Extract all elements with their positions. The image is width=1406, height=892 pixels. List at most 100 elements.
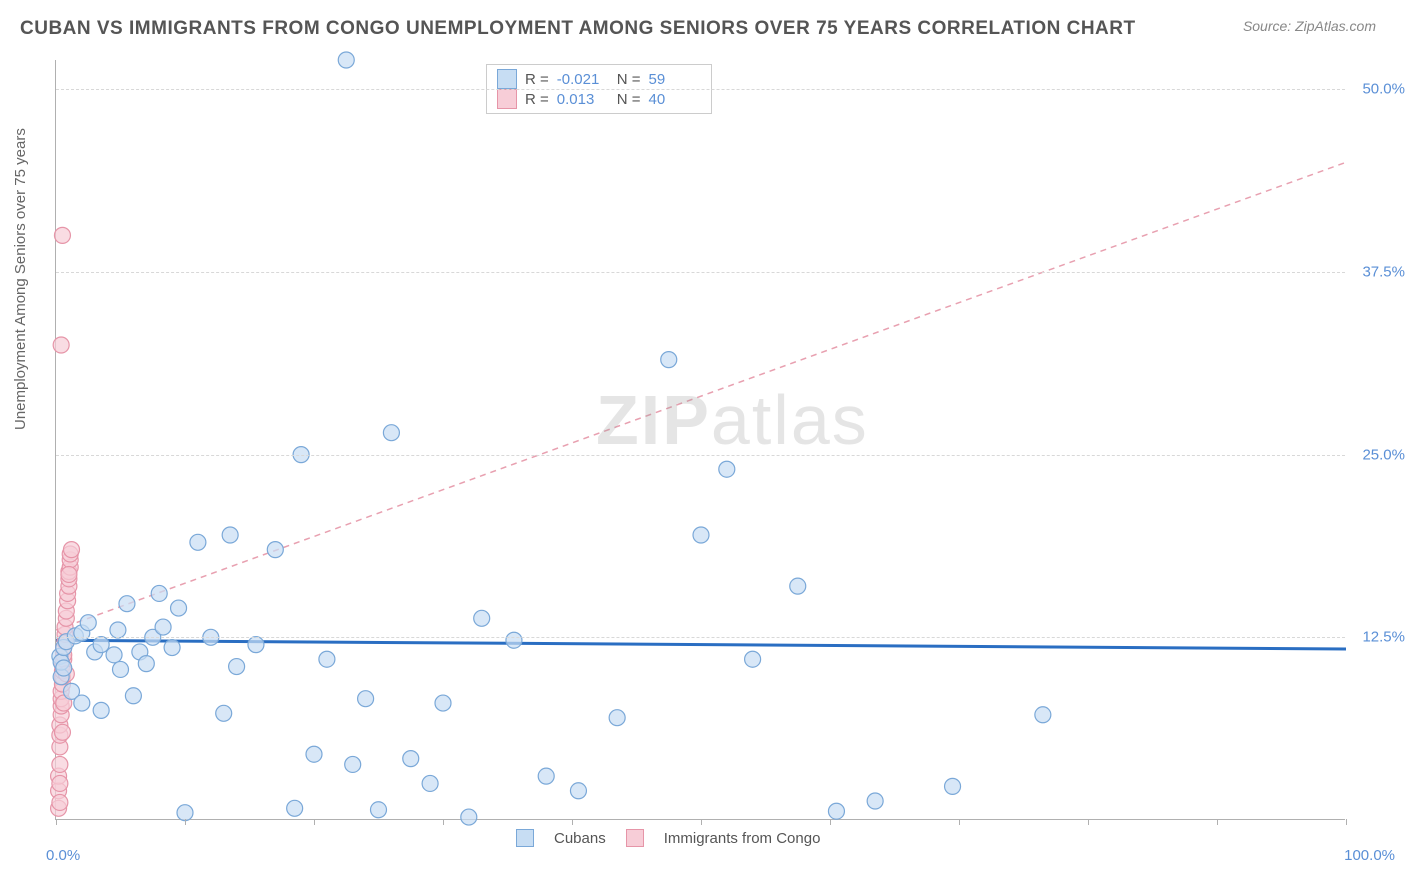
r-value-congo: 0.013: [557, 91, 609, 108]
x-tick: [314, 819, 315, 825]
y-axis-label: Unemployment Among Seniors over 75 years: [12, 128, 29, 430]
data-point: [119, 596, 135, 612]
data-point: [229, 659, 245, 675]
data-point: [171, 600, 187, 616]
data-point: [52, 756, 68, 772]
data-point: [345, 756, 361, 772]
x-axis-start: 0.0%: [46, 847, 80, 864]
grid-line: [56, 272, 1345, 273]
swatch-congo: [497, 89, 517, 109]
data-point: [53, 337, 69, 353]
correlation-row-congo: R = 0.013 N = 40: [497, 89, 701, 109]
swatch-cubans: [497, 69, 517, 89]
trend-line: [56, 162, 1346, 630]
y-tick-label: 37.5%: [1362, 263, 1405, 280]
data-point: [52, 794, 68, 810]
x-tick: [830, 819, 831, 825]
legend-swatch-congo: [626, 829, 644, 847]
data-point: [155, 619, 171, 635]
data-point: [113, 661, 129, 677]
r-label: R =: [525, 71, 549, 88]
data-point: [1035, 707, 1051, 723]
data-point: [80, 615, 96, 631]
r-label-2: R =: [525, 91, 549, 108]
series-legend: Cubans Immigrants from Congo: [516, 829, 820, 847]
data-point: [110, 622, 126, 638]
scatter-svg: [56, 60, 1345, 819]
grid-line: [56, 455, 1345, 456]
data-point: [609, 710, 625, 726]
chart-header: CUBAN VS IMMIGRANTS FROM CONGO UNEMPLOYM…: [0, 0, 1406, 50]
chart-plot-area: ZIPatlas R = -0.021 N = 59 R = 0.013 N =…: [55, 60, 1345, 820]
data-point: [56, 660, 72, 676]
grid-line: [56, 89, 1345, 90]
y-tick-label: 50.0%: [1362, 81, 1405, 98]
data-point: [222, 527, 238, 543]
data-point: [570, 783, 586, 799]
x-tick: [701, 819, 702, 825]
data-point: [125, 688, 141, 704]
data-point: [338, 52, 354, 68]
y-tick-label: 25.0%: [1362, 446, 1405, 463]
legend-swatch-cubans: [516, 829, 534, 847]
data-point: [506, 632, 522, 648]
data-point: [190, 534, 206, 550]
data-point: [267, 542, 283, 558]
data-point: [422, 775, 438, 791]
y-tick-label: 12.5%: [1362, 629, 1405, 646]
x-tick: [1217, 819, 1218, 825]
chart-title: CUBAN VS IMMIGRANTS FROM CONGO UNEMPLOYM…: [20, 18, 1136, 40]
data-point: [138, 656, 154, 672]
data-point: [828, 803, 844, 819]
data-point: [287, 800, 303, 816]
correlation-row-cubans: R = -0.021 N = 59: [497, 69, 701, 89]
n-value-congo: 40: [649, 91, 701, 108]
grid-line: [56, 637, 1345, 638]
data-point: [52, 775, 68, 791]
data-point: [93, 702, 109, 718]
data-point: [54, 227, 70, 243]
data-point: [93, 637, 109, 653]
x-tick: [1088, 819, 1089, 825]
n-label: N =: [617, 71, 641, 88]
data-point: [661, 352, 677, 368]
legend-label-cubans: Cubans: [554, 830, 606, 847]
x-tick: [56, 819, 57, 825]
data-point: [319, 651, 335, 667]
data-point: [54, 724, 70, 740]
data-point: [248, 637, 264, 653]
data-point: [945, 778, 961, 794]
data-point: [164, 640, 180, 656]
x-tick: [959, 819, 960, 825]
data-point: [216, 705, 232, 721]
x-axis-end: 100.0%: [1344, 847, 1395, 864]
n-label-2: N =: [617, 91, 641, 108]
n-value-cubans: 59: [649, 71, 701, 88]
x-tick: [1346, 819, 1347, 825]
data-point: [538, 768, 554, 784]
data-point: [151, 585, 167, 601]
data-point: [745, 651, 761, 667]
data-point: [719, 461, 735, 477]
data-point: [63, 542, 79, 558]
data-point: [435, 695, 451, 711]
data-point: [358, 691, 374, 707]
x-tick: [443, 819, 444, 825]
x-tick: [185, 819, 186, 825]
data-point: [383, 425, 399, 441]
data-point: [306, 746, 322, 762]
source-attribution: Source: ZipAtlas.com: [1243, 18, 1376, 34]
legend-label-congo: Immigrants from Congo: [664, 830, 821, 847]
data-point: [371, 802, 387, 818]
data-point: [61, 566, 77, 582]
data-point: [867, 793, 883, 809]
data-point: [474, 610, 490, 626]
r-value-cubans: -0.021: [557, 71, 609, 88]
data-point: [403, 751, 419, 767]
data-point: [74, 695, 90, 711]
data-point: [693, 527, 709, 543]
data-point: [461, 809, 477, 825]
x-tick: [572, 819, 573, 825]
data-point: [790, 578, 806, 594]
data-point: [106, 647, 122, 663]
